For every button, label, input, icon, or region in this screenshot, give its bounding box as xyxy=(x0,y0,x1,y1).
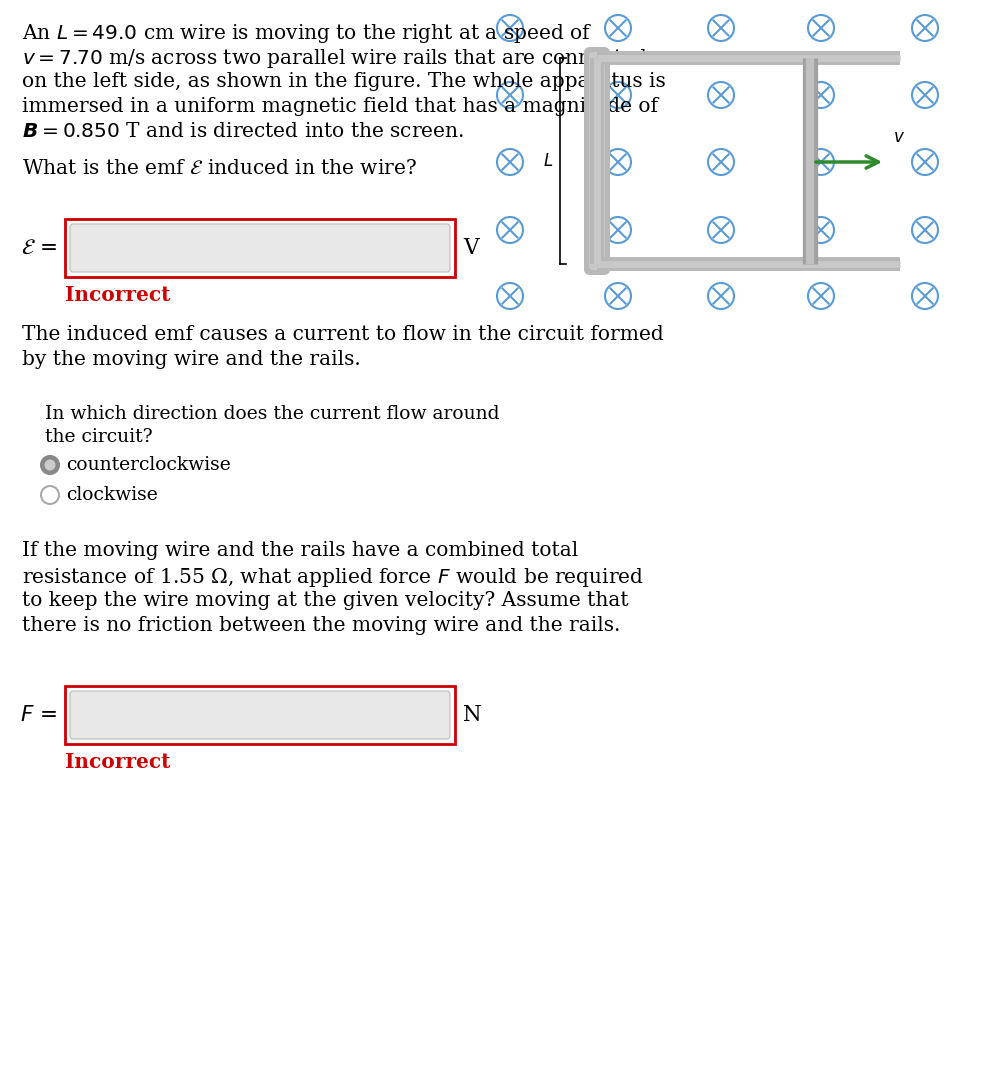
Text: Incorrect: Incorrect xyxy=(65,285,170,305)
Circle shape xyxy=(708,82,734,108)
Circle shape xyxy=(605,82,631,108)
Circle shape xyxy=(912,82,938,108)
Text: $F$ =: $F$ = xyxy=(20,704,57,726)
Text: counterclockwise: counterclockwise xyxy=(66,456,231,474)
Text: N: N xyxy=(463,704,482,726)
Text: What is the emf $\mathcal{E}$ induced in the wire?: What is the emf $\mathcal{E}$ induced in… xyxy=(22,159,416,179)
Circle shape xyxy=(912,149,938,175)
Text: resistance of 1.55 Ω, what applied force $F$ would be required: resistance of 1.55 Ω, what applied force… xyxy=(22,566,644,589)
Circle shape xyxy=(912,283,938,309)
Circle shape xyxy=(497,82,523,108)
Circle shape xyxy=(497,283,523,309)
Text: If the moving wire and the rails have a combined total: If the moving wire and the rails have a … xyxy=(22,541,578,560)
Text: $v = 7.70$ m/s across two parallel wire rails that are connected: $v = 7.70$ m/s across two parallel wire … xyxy=(22,47,648,70)
FancyBboxPatch shape xyxy=(70,691,450,739)
Circle shape xyxy=(808,217,834,243)
Circle shape xyxy=(808,15,834,41)
Circle shape xyxy=(605,217,631,243)
Text: clockwise: clockwise xyxy=(66,486,158,504)
Circle shape xyxy=(912,15,938,41)
Circle shape xyxy=(708,15,734,41)
Text: $v$: $v$ xyxy=(893,128,905,146)
Text: by the moving wire and the rails.: by the moving wire and the rails. xyxy=(22,349,360,369)
Circle shape xyxy=(41,456,59,474)
Circle shape xyxy=(497,217,523,243)
Text: Incorrect: Incorrect xyxy=(65,752,170,771)
Circle shape xyxy=(605,149,631,175)
Text: V: V xyxy=(463,237,478,259)
Circle shape xyxy=(708,283,734,309)
Circle shape xyxy=(808,149,834,175)
Text: $\boldsymbol{B} = 0.850$ T and is directed into the screen.: $\boldsymbol{B} = 0.850$ T and is direct… xyxy=(22,122,464,141)
Text: there is no friction between the moving wire and the rails.: there is no friction between the moving … xyxy=(22,616,621,635)
Circle shape xyxy=(708,149,734,175)
Text: the circuit?: the circuit? xyxy=(45,428,152,446)
Text: In which direction does the current flow around: In which direction does the current flow… xyxy=(45,405,500,423)
Circle shape xyxy=(497,149,523,175)
Circle shape xyxy=(808,82,834,108)
Circle shape xyxy=(808,283,834,309)
Circle shape xyxy=(912,217,938,243)
Bar xyxy=(65,686,455,744)
Text: immersed in a uniform magnetic field that has a magnitude of: immersed in a uniform magnetic field tha… xyxy=(22,97,658,116)
Bar xyxy=(65,219,455,277)
Circle shape xyxy=(497,15,523,41)
FancyBboxPatch shape xyxy=(70,224,450,272)
Text: on the left side, as shown in the figure. The whole apparatus is: on the left side, as shown in the figure… xyxy=(22,72,666,91)
Text: $L$: $L$ xyxy=(543,151,553,170)
Circle shape xyxy=(44,460,56,471)
Circle shape xyxy=(605,15,631,41)
Text: An $L = 49.0$ cm wire is moving to the right at a speed of: An $L = 49.0$ cm wire is moving to the r… xyxy=(22,22,592,45)
Text: The induced emf causes a current to flow in the circuit formed: The induced emf causes a current to flow… xyxy=(22,325,664,344)
FancyBboxPatch shape xyxy=(584,47,610,275)
Text: to keep the wire moving at the given velocity? Assume that: to keep the wire moving at the given vel… xyxy=(22,591,628,610)
FancyBboxPatch shape xyxy=(589,52,605,270)
Text: $\mathcal{E}$ =: $\mathcal{E}$ = xyxy=(21,237,57,259)
Circle shape xyxy=(41,486,59,504)
Circle shape xyxy=(605,283,631,309)
Circle shape xyxy=(708,217,734,243)
